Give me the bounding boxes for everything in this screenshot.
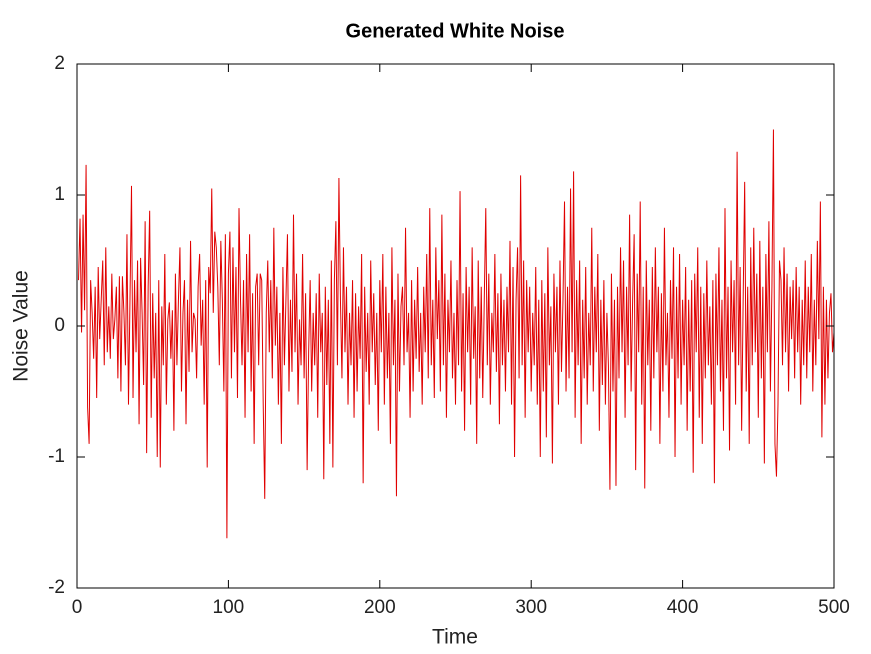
x-tick-label: 300 xyxy=(515,597,547,618)
x-tick-label: 500 xyxy=(818,597,850,618)
x-tick-label: 100 xyxy=(213,597,245,618)
chart-title: Generated White Noise xyxy=(346,20,565,42)
x-tick-label: 200 xyxy=(364,597,396,618)
y-tick-label: 0 xyxy=(54,315,65,336)
y-tick-label: 2 xyxy=(54,53,65,74)
x-tick-label: 400 xyxy=(667,597,699,618)
y-tick-label: 1 xyxy=(54,184,65,205)
x-axis-label: Time xyxy=(432,626,478,649)
noise-line xyxy=(78,129,835,539)
y-tick-label: -1 xyxy=(48,446,65,467)
y-tick-label: -2 xyxy=(48,577,65,598)
x-tick-label: 0 xyxy=(72,597,83,618)
y-axis-label: Noise Value xyxy=(10,270,33,382)
